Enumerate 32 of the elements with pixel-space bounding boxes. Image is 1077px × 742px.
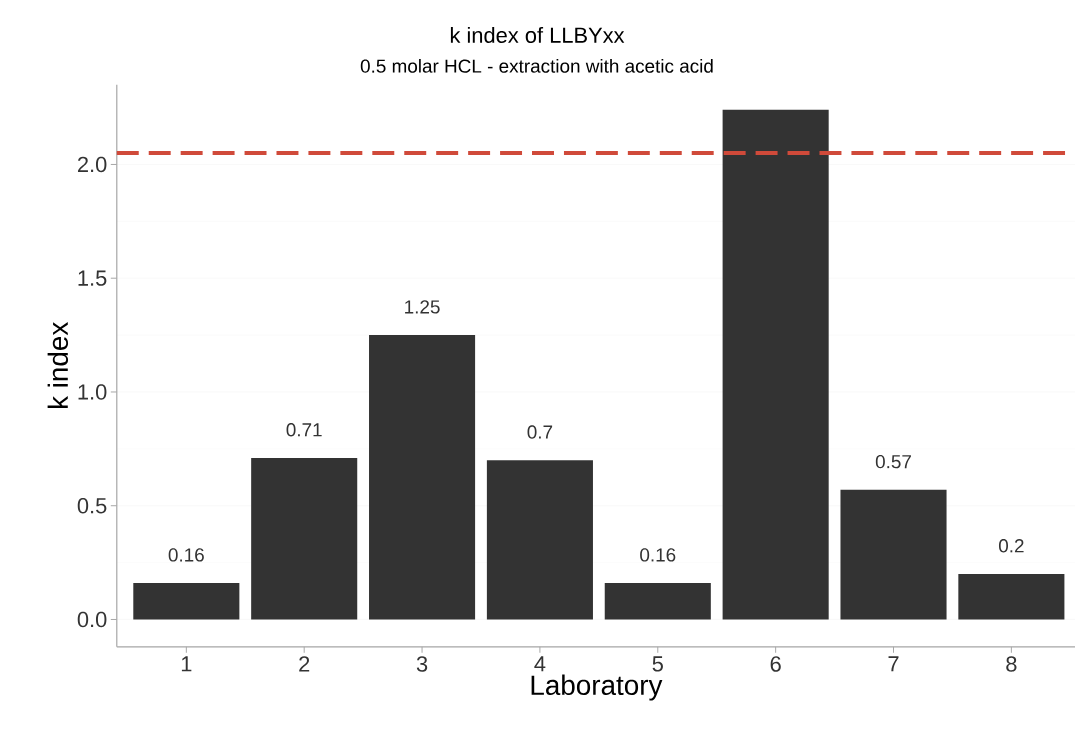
data-label: 0.16 (168, 548, 204, 562)
bar (369, 335, 476, 620)
y-tick-label: 1.5 (78, 270, 107, 287)
y-tick-label: 2.0 (77, 156, 107, 173)
x-tick-label: 1 (181, 656, 192, 672)
bar (251, 458, 358, 620)
bar (722, 110, 829, 620)
data-label: 1.25 (405, 300, 440, 314)
x-tick-label: 7 (888, 656, 899, 672)
x-tick-label: 3 (416, 656, 428, 672)
data-label: 0.2 (998, 539, 1024, 553)
bar (604, 583, 711, 620)
y-tick-label: 0.5 (77, 498, 107, 514)
x-tick-label: 5 (652, 656, 663, 672)
y-tick-label: 0.0 (77, 611, 107, 628)
data-label: 0.71 (286, 423, 322, 437)
x-tick-label: 4 (534, 656, 546, 672)
chart-title: k index of LLBYxx (450, 27, 625, 44)
bar (133, 583, 240, 620)
bar (840, 489, 947, 620)
y-tick-label: 1.0 (78, 384, 107, 400)
x-tick-label: 8 (1006, 656, 1017, 672)
bar (958, 574, 1065, 620)
x-axis-title: Laboratory (531, 674, 663, 701)
data-label: 0.16 (640, 548, 676, 562)
bar (486, 460, 593, 620)
x-tick-label: 2 (299, 656, 310, 672)
chart-subtitle: 0.5 molar HCL - extraction with acetic acid (360, 59, 713, 73)
data-label: 0.57 (875, 455, 911, 469)
data-label: 0.7 (527, 425, 553, 439)
y-axis-title: k index (47, 322, 69, 409)
x-tick-label: 6 (770, 656, 781, 672)
